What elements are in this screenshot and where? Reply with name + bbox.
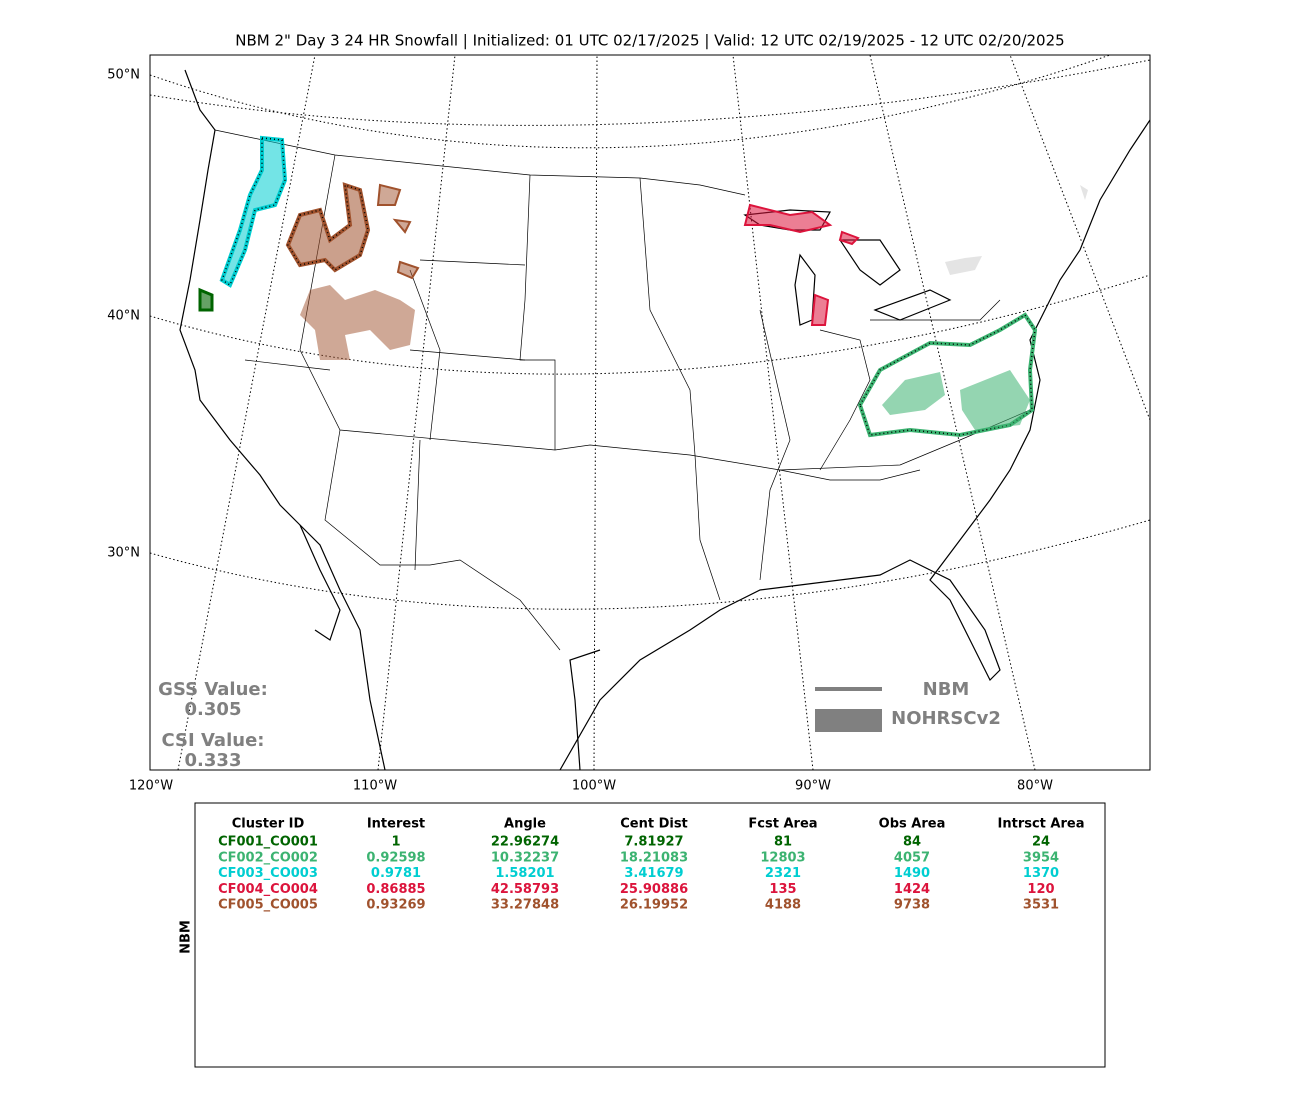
score-label: CSI Value: [162, 730, 265, 751]
lat-label: 30°N [107, 546, 140, 561]
table-cell: 0.93269 [366, 898, 425, 913]
table-cell: 1 [391, 835, 400, 850]
column-header: Angle [504, 817, 546, 832]
table-cell: 3531 [1023, 898, 1059, 913]
lon-labels: 120°W 110°W 100°W 90°W 80°W [129, 779, 1053, 794]
borders [214, 129, 1031, 651]
table-cell: 4188 [765, 898, 801, 913]
table-cell: 42.58793 [491, 882, 559, 897]
table-cell: 25.90886 [620, 882, 688, 897]
table-cell: 84 [903, 835, 921, 850]
map: 50°N 40°N 30°N 120°W 110°W 100°W 90°W 80°W GSS… [107, 54, 1151, 794]
table-frame [194, 802, 1106, 1068]
table-body: Cluster ID Interest Angle Cent Dist Fcst Are… [218, 817, 1084, 913]
column-header: Cluster ID [232, 817, 305, 832]
table-cell: 10.32237 [491, 850, 559, 865]
legend-label: NOHRSCv2 [891, 708, 1001, 729]
graticule [150, 55, 1150, 770]
title: NBM 2" Day 3 24 HR Snowfall | Initialize… [235, 32, 1064, 50]
table-cell: 2321 [765, 866, 801, 881]
table-cell: CF002_CO002 [218, 850, 318, 865]
table-cell: 22.96274 [491, 835, 559, 850]
table-cell: 0.86885 [366, 882, 425, 897]
side-label: NBM [179, 920, 194, 954]
table-cell: 33.27848 [491, 898, 559, 913]
table-cell: 4057 [894, 850, 930, 865]
score-value: 0.333 [185, 750, 242, 771]
table-cell: CF001_CO001 [218, 835, 318, 850]
table-cell: 24 [1032, 835, 1050, 850]
table-cell: 9738 [894, 898, 930, 913]
lon-label: 110°W [353, 779, 397, 794]
column-header: Fcst Area [748, 817, 817, 832]
lon-label: 90°W [795, 779, 831, 794]
table-cell: 1490 [894, 866, 930, 881]
lon-label: 120°W [129, 779, 173, 794]
table-cell: 135 [769, 882, 796, 897]
column-header: Obs Area [879, 817, 946, 832]
score-value: 0.305 [185, 699, 242, 720]
table-cell: 18.21083 [620, 850, 688, 865]
table-cell: 3.41679 [624, 866, 683, 881]
legend: NBM NOHRSCv2 [815, 679, 1001, 732]
scores: GSS Value:0.305 CSI Value:0.333 [158, 679, 268, 771]
table-cell: 12803 [760, 850, 805, 865]
column-header: Interest [367, 817, 425, 832]
table-cell: 120 [1027, 882, 1054, 897]
legend-label: NBM [923, 679, 970, 700]
table-cell: 1.58201 [495, 866, 554, 881]
table-cell: 0.92598 [366, 850, 425, 865]
table-cell: 81 [774, 835, 792, 850]
table-cell: CF003_CO003 [218, 866, 318, 881]
column-header: Intrsct Area [998, 817, 1085, 832]
lon-label: 80°W [1017, 779, 1053, 794]
lat-labels: 50°N 40°N 30°N [107, 68, 140, 561]
table-cell: 3954 [1023, 850, 1059, 865]
table-cell: 1424 [894, 882, 930, 897]
legend-swatch [815, 709, 882, 732]
table-cell: 7.81927 [624, 835, 683, 850]
stats-table: NBM Cluster ID Interest Angle Cent Dist Fcst… [179, 802, 1106, 1068]
table-cell: 1370 [1023, 866, 1059, 881]
lat-label: 40°N [107, 309, 140, 324]
column-header: Cent Dist [620, 817, 688, 832]
lat-label: 50°N [107, 68, 140, 83]
table-cell: CF004_CO004 [218, 882, 318, 897]
table-cell: 26.19952 [620, 898, 688, 913]
clusters [198, 135, 1088, 438]
coastline [179, 69, 1150, 770]
table-cell: 0.9781 [371, 866, 421, 881]
table-cell: CF005_CO005 [218, 898, 318, 913]
lon-label: 100°W [572, 779, 616, 794]
score-label: GSS Value: [158, 679, 268, 700]
